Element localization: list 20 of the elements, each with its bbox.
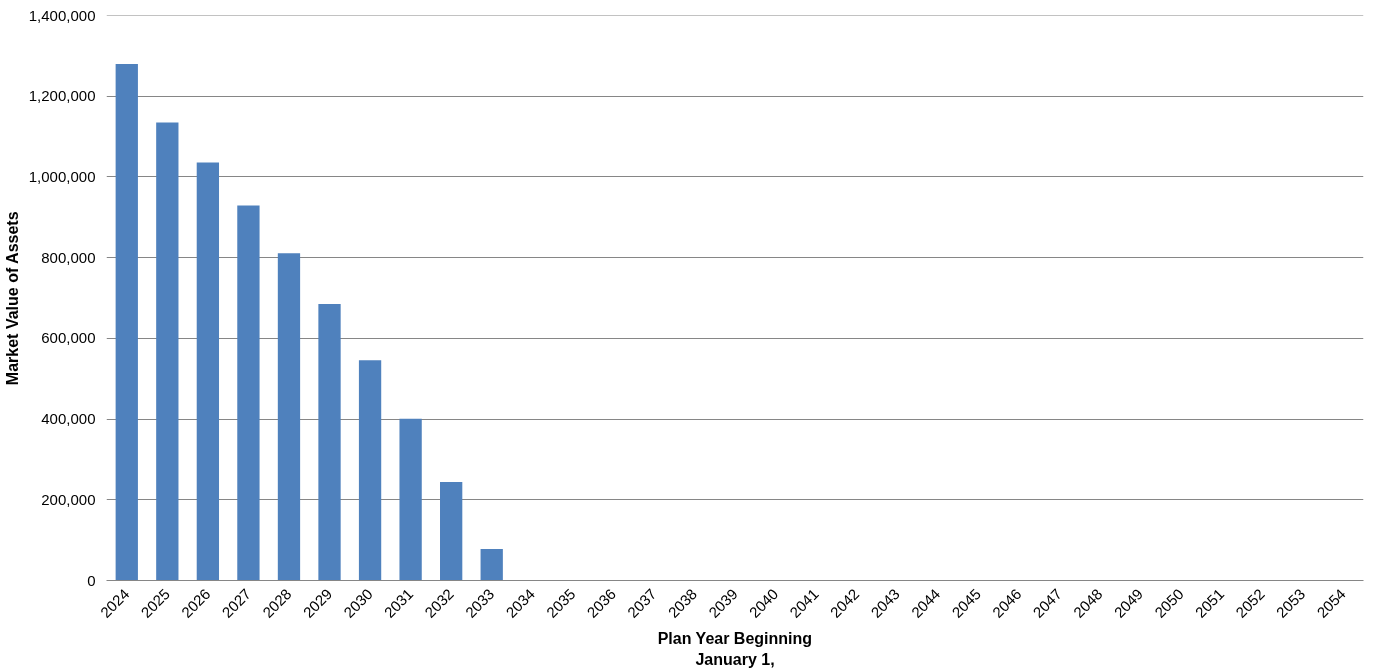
bar (237, 205, 260, 581)
y-tick-label: 600,000 (41, 329, 96, 347)
bar (440, 482, 463, 581)
y-tick-label: 400,000 (41, 410, 96, 428)
bar (318, 304, 341, 581)
y-tick-label: 200,000 (41, 490, 96, 508)
bar (115, 63, 138, 581)
bar (358, 360, 382, 581)
bar (399, 418, 422, 581)
y-tick-label: 1,200,000 (28, 87, 96, 105)
bar (196, 162, 220, 581)
y-tick-label: 800,000 (41, 248, 96, 266)
bar (480, 549, 503, 581)
bar (277, 253, 301, 581)
y-tick-label: 1,400,000 (28, 6, 96, 24)
bar (156, 122, 179, 581)
y-tick-label: 0 (87, 571, 96, 589)
y-tick-label: 1,000,000 (28, 167, 96, 185)
x-axis-title: Plan Year Beginning January 1, (657, 630, 813, 668)
y-axis-title: Market Value of Assets (3, 211, 21, 386)
